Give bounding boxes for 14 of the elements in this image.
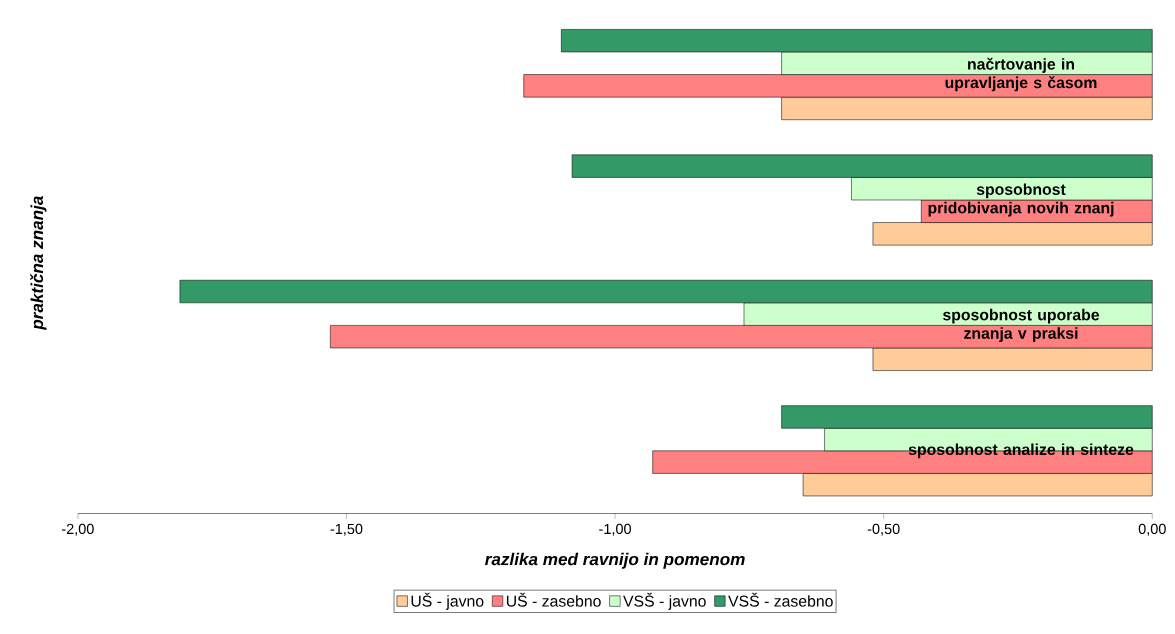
x-tick-label: -2,00 xyxy=(61,523,94,536)
x-tick-label: -1,00 xyxy=(599,523,631,536)
legend-label: UŠ - javno xyxy=(411,592,484,610)
legend-label: VSŠ - javno xyxy=(623,592,706,610)
legend-label: VSŠ - zasebno xyxy=(728,592,833,607)
y-tick-label: sposobnost uporabe znanja v praksi xyxy=(943,308,1100,342)
x-tick-label: 0,00 xyxy=(1138,523,1166,536)
y-axis-title: praktična znanja xyxy=(30,196,47,331)
x-axis-title: razlika med ravnijo in pomenom xyxy=(485,552,745,569)
y-tick-label: načrtovanje in upravljanje s časom xyxy=(945,57,1097,92)
y-tick-label: sposobnost pridobivanja novih znanj xyxy=(928,183,1114,217)
x-tick-label: -1,50 xyxy=(330,523,363,536)
legend-label: UŠ - zasebno xyxy=(506,592,601,607)
x-tick-label: -0,50 xyxy=(867,523,900,536)
